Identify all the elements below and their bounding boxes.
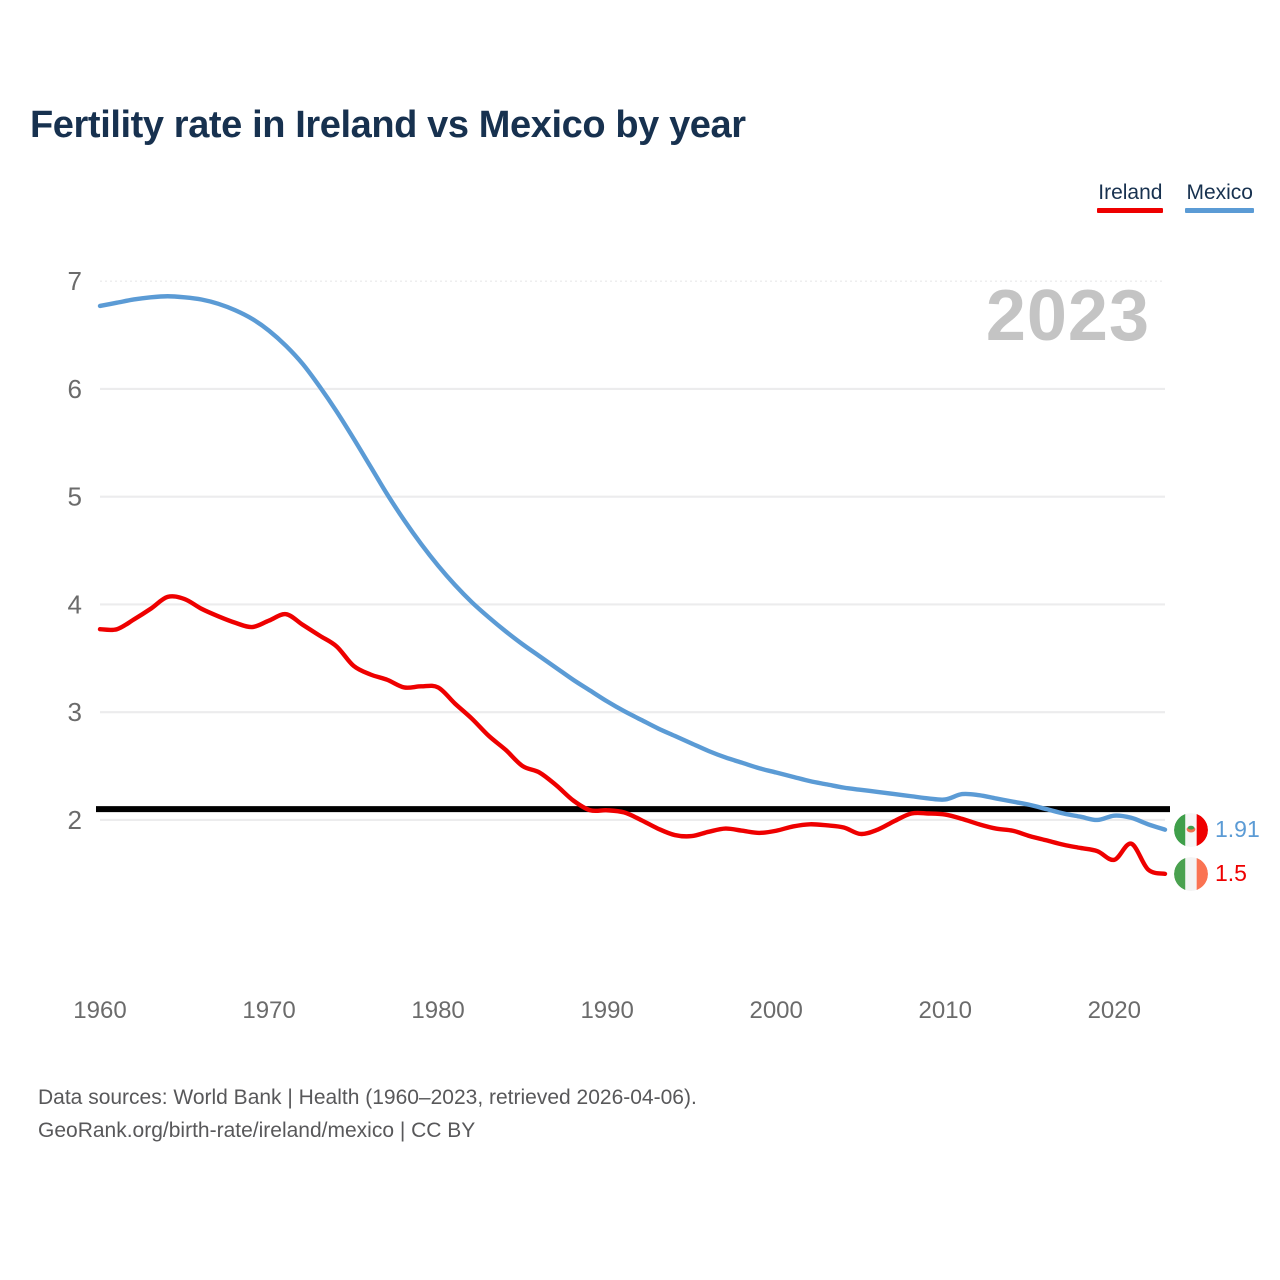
x-axis-tick-2010: 2010 (919, 997, 972, 1024)
end-value-mexico: 1.91 (1215, 816, 1260, 843)
x-axis-tick-1980: 1980 (411, 997, 464, 1024)
footer-line-sources: Data sources: World Bank | Health (1960–… (38, 1086, 697, 1109)
chart-plot-area: 2 3 4 5 6 7 1960 1970 1980 1990 2000 2010 2020 (0, 230, 1280, 1030)
x-axis-tick-1960: 1960 (73, 997, 126, 1024)
x-axis-tick-1990: 1990 (580, 997, 633, 1024)
page-title: Fertility rate in Ireland vs Mexico by y… (30, 104, 746, 146)
end-label-mexico: 1.91 (1174, 812, 1260, 847)
y-axis-tick-6: 6 (68, 374, 82, 404)
series-line-ireland[interactable] (97, 594, 1168, 877)
footer-attribution: Data sources: World Bank | Health (1960–… (38, 1082, 697, 1147)
legend-item-mexico[interactable]: Mexico (1185, 181, 1254, 214)
y-axis-tick-5: 5 (68, 482, 82, 512)
y-axis-tick-3: 3 (68, 697, 82, 727)
fertility-line-chart: 2 3 4 5 6 7 1960 1970 1980 1990 2000 2010 2020 (68, 266, 1170, 1024)
y-axis-tick-7: 7 (68, 266, 82, 296)
year-watermark: 2023 (985, 276, 1150, 356)
ireland-flag-icon (1174, 856, 1208, 891)
x-axis-tick-1970: 1970 (242, 997, 295, 1024)
legend-swatch-ireland (1097, 208, 1164, 214)
y-axis-tick-4: 4 (68, 589, 82, 619)
end-label-ireland: 1.5 (1174, 856, 1247, 891)
x-axis-tick-2000: 2000 (749, 997, 802, 1024)
mexico-flag-icon (1174, 812, 1208, 847)
y-axis-tick-2: 2 (68, 805, 82, 835)
footer-line-url[interactable]: GeoRank.org/birth-rate/ireland/mexico | … (38, 1118, 476, 1142)
legend-swatch-mexico (1185, 208, 1254, 214)
chart-legend: Ireland Mexico (1097, 181, 1254, 214)
legend-item-ireland[interactable]: Ireland (1097, 181, 1164, 214)
end-value-ireland: 1.5 (1215, 860, 1247, 887)
x-axis-tick-2020: 2020 (1088, 997, 1141, 1024)
legend-label-ireland: Ireland (1098, 181, 1163, 204)
series-line-mexico[interactable] (97, 294, 1168, 832)
legend-label-mexico: Mexico (1186, 181, 1253, 204)
